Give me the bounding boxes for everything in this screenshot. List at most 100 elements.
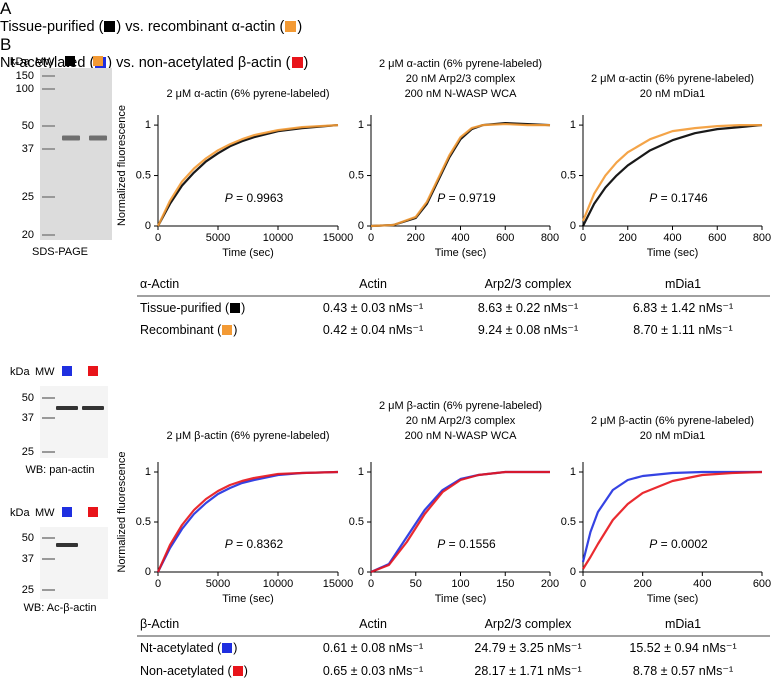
- ladder-label: 20: [22, 229, 34, 241]
- ladder-label: 25: [22, 584, 34, 596]
- blot-caption: SDS-PAGE: [32, 246, 88, 258]
- y-tick-label: 0: [570, 566, 576, 578]
- chart-title: 2 μM α-actin (6% pyrene-labeled): [591, 73, 754, 85]
- protein-band: [82, 406, 104, 410]
- x-axis-label: Time (sec): [435, 247, 487, 259]
- mw-label: MW: [35, 366, 55, 378]
- p-number: = 0.1746: [657, 191, 708, 205]
- p-number: = 0.9963: [233, 191, 284, 205]
- table-cell: 0.65 ± 0.03 nMs⁻¹: [322, 664, 424, 678]
- ladder-band: [42, 88, 55, 90]
- table-header: Arp2/3 complex: [484, 617, 572, 631]
- y-tick-label: 1: [570, 119, 576, 131]
- data-line: [370, 470, 550, 574]
- chart-title: 200 nM N-WASP WCA: [405, 88, 518, 100]
- row-label-text: Nt-acetylated (: [140, 641, 222, 655]
- panel-label: A: [0, 0, 12, 18]
- chart-title: 20 nM mDia1: [640, 88, 705, 100]
- row-label-text: Tissue-purified (: [140, 301, 230, 315]
- axis: [370, 115, 550, 227]
- x-tick-label: 200: [407, 232, 425, 244]
- table-cell: 0.61 ± 0.08 nMs⁻¹: [322, 641, 424, 655]
- p-value: P = 0.8362: [225, 537, 284, 551]
- row-label: Recombinant (): [140, 322, 237, 338]
- table-cell: 8.70 ± 1.11 nMs⁻¹: [633, 323, 733, 337]
- data-line: [582, 123, 763, 227]
- y-tick-label: 1: [570, 466, 576, 478]
- title-text: ): [303, 55, 309, 71]
- ladder-band: [42, 75, 55, 77]
- row-label-text: Recombinant (: [140, 323, 222, 337]
- panel-label: B: [0, 35, 12, 54]
- protein-band: [56, 543, 78, 547]
- color-marker: [285, 21, 297, 32]
- p-symbol: P: [225, 537, 233, 551]
- chart-title: 20 nM Arp2/3 complex: [406, 415, 516, 427]
- x-tick-label: 200: [633, 578, 651, 590]
- y-tick-label: 1: [358, 119, 364, 131]
- y-axis-label: Normalized fluorescence: [116, 105, 128, 226]
- row-label-text: ): [233, 323, 238, 337]
- ladder-label: 100: [16, 83, 34, 95]
- title-text: ) vs. recombinant α-actin (: [116, 19, 285, 35]
- table-header: β-Actin: [140, 617, 180, 631]
- x-tick-label: 200: [619, 232, 637, 244]
- y-tick-label: 0.5: [561, 169, 576, 181]
- row-label-text: ): [241, 301, 246, 315]
- ladder-band: [42, 537, 55, 539]
- p-symbol: P: [437, 537, 445, 551]
- y-axis-label: Normalized fluorescence: [116, 451, 128, 572]
- ladder-band: [42, 451, 55, 453]
- color-marker: [104, 21, 116, 32]
- y-tick-label: 0.5: [136, 516, 151, 528]
- table-cell: 8.78 ± 0.57 nMs⁻¹: [632, 664, 734, 678]
- axis: [157, 115, 338, 227]
- p-number: = 0.9719: [445, 191, 496, 205]
- p-number: = 0.8362: [233, 537, 284, 551]
- ladder-label: 150: [16, 70, 34, 82]
- x-tick-label: 5000: [206, 578, 230, 590]
- ladder-band: [42, 417, 55, 419]
- x-tick-label: 150: [496, 578, 514, 590]
- data-line: [370, 470, 550, 574]
- lane-marker: [62, 507, 72, 517]
- x-tick-label: 10000: [263, 578, 294, 590]
- chart-title: 2 μM α-actin (6% pyrene-labeled): [166, 88, 329, 100]
- data-line: [370, 122, 550, 228]
- row-label: Nt-acetylated (): [140, 640, 237, 656]
- x-tick-label: 0: [580, 578, 586, 590]
- data-line: [157, 123, 339, 227]
- p-value: P = 0.9963: [225, 191, 284, 205]
- y-tick-label: 0.5: [349, 169, 364, 181]
- chart-title: 2 μM β-actin (6% pyrene-labeled): [166, 430, 329, 442]
- mw-label: MW: [35, 507, 55, 519]
- x-tick-label: 200: [541, 578, 559, 590]
- x-tick-label: 0: [368, 578, 374, 590]
- ladder-band: [42, 196, 55, 198]
- chart-title: 20 nM Arp2/3 complex: [406, 73, 516, 85]
- x-tick-label: 5000: [206, 232, 230, 244]
- x-axis-label: Time (sec): [647, 593, 699, 605]
- x-tick-label: 50: [410, 578, 422, 590]
- chart-title: 200 nM N-WASP WCA: [405, 430, 518, 442]
- chart-title: 20 nM mDia1: [640, 430, 705, 442]
- ladder-label: 37: [22, 412, 34, 424]
- data-line: [157, 123, 339, 227]
- x-tick-label: 400: [663, 232, 681, 244]
- x-axis-label: Time (sec): [435, 593, 487, 605]
- table-header: mDia1: [664, 617, 702, 631]
- p-symbol: P: [649, 537, 657, 551]
- y-tick-label: 0: [570, 220, 576, 232]
- table-header: Actin: [359, 617, 387, 631]
- data-line: [581, 123, 762, 222]
- panel-title: Tissue-purified () vs. recombinant α-act…: [0, 18, 774, 36]
- data-line: [156, 470, 339, 573]
- ladder-band: [42, 589, 55, 591]
- x-tick-label: 800: [753, 232, 771, 244]
- p-symbol: P: [225, 191, 233, 205]
- table-header: Actin: [359, 277, 387, 291]
- table-cell: 0.42 ± 0.04 nMs⁻¹: [322, 323, 424, 337]
- table-cell: 6.83 ± 1.42 nMs⁻¹: [632, 301, 734, 315]
